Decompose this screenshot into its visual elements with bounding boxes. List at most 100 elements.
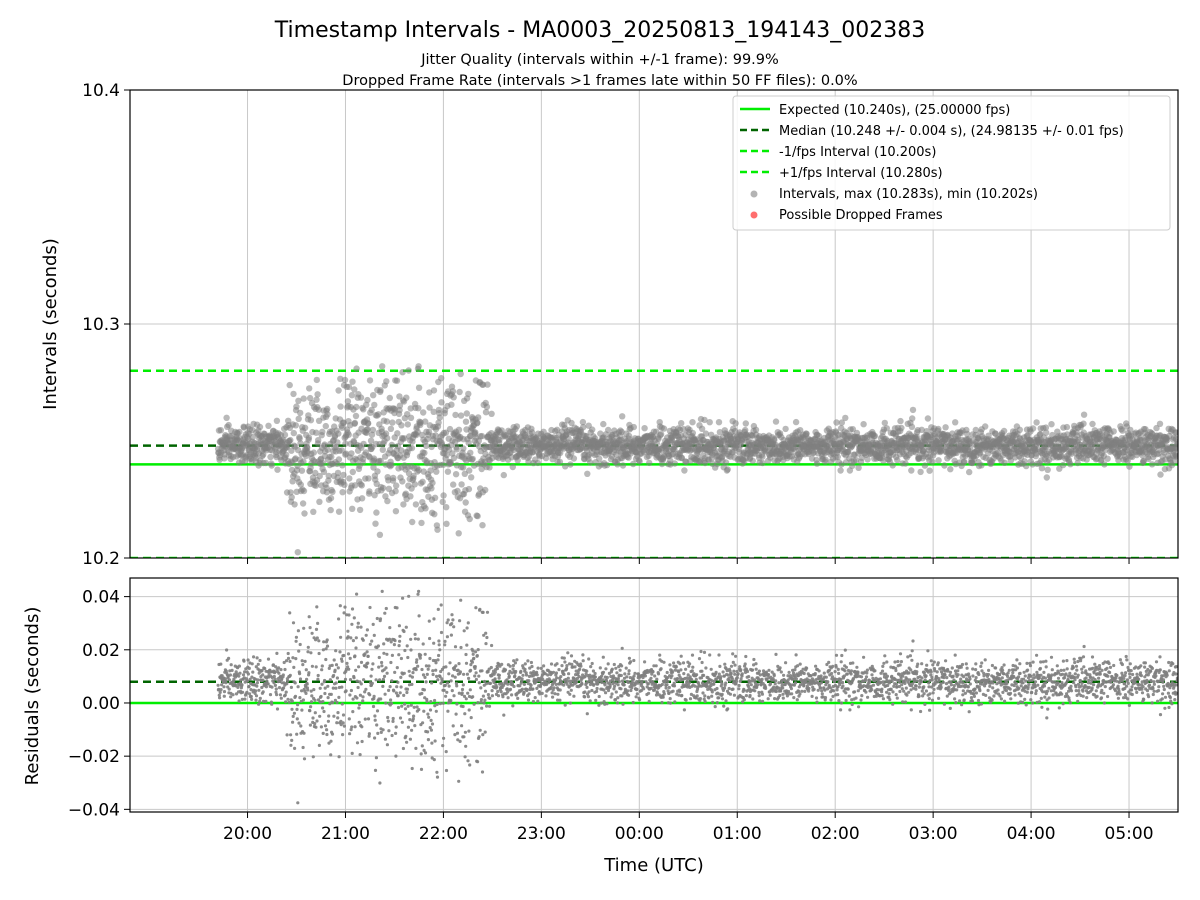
interval-point <box>935 425 942 433</box>
residual-point <box>430 741 434 745</box>
residual-point <box>254 698 258 702</box>
interval-point <box>913 433 920 441</box>
residual-point <box>275 693 279 697</box>
residual-point <box>604 679 609 683</box>
interval-point <box>382 493 389 500</box>
interval-point <box>1033 419 1040 426</box>
interval-point <box>1042 424 1050 431</box>
residual-point <box>643 674 648 678</box>
residual-point <box>568 679 572 683</box>
residual-point <box>467 708 471 712</box>
residual-point <box>539 666 543 671</box>
residual-point <box>350 607 355 611</box>
residual-point <box>432 758 436 762</box>
residual-point <box>394 731 398 736</box>
residual-point <box>415 658 419 662</box>
interval-point <box>438 399 445 406</box>
residual-point <box>407 594 411 598</box>
interval-point <box>463 410 470 417</box>
residual-point <box>556 698 560 702</box>
residual-point <box>592 683 596 687</box>
residual-point <box>615 701 620 705</box>
residual-point <box>359 682 363 686</box>
residual-point <box>410 675 414 679</box>
interval-point <box>440 492 447 499</box>
interval-point <box>294 549 301 556</box>
residual-point <box>495 685 499 689</box>
interval-point <box>1124 457 1131 464</box>
residual-point <box>506 682 510 686</box>
residual-point <box>630 680 634 684</box>
residual-point <box>337 685 341 690</box>
interval-point <box>341 481 348 488</box>
interval-point <box>871 432 879 440</box>
residual-point <box>487 704 492 708</box>
residual-point <box>448 661 452 665</box>
interval-point <box>435 419 442 426</box>
residual-point <box>672 684 677 688</box>
interval-point <box>371 401 378 409</box>
residual-point <box>291 656 295 660</box>
residual-point <box>682 708 687 712</box>
residual-point <box>381 677 385 681</box>
residual-point <box>456 668 460 672</box>
residual-point <box>479 686 483 690</box>
residual-point <box>463 730 467 734</box>
interval-point <box>759 453 766 460</box>
residual-point <box>677 670 681 674</box>
residual-point <box>371 704 376 709</box>
residual-point <box>401 596 405 600</box>
residual-point <box>324 647 328 651</box>
residual-point <box>553 692 557 696</box>
residual-point <box>529 660 534 665</box>
interval-point <box>422 442 430 450</box>
residual-point <box>382 651 386 655</box>
interval-point <box>941 462 948 469</box>
residual-point <box>330 732 335 736</box>
residual-point <box>264 699 268 704</box>
residual-point <box>293 746 297 751</box>
residual-point <box>416 664 420 668</box>
residual-point <box>631 677 636 681</box>
residual-point <box>451 724 455 728</box>
interval-point <box>1048 421 1055 428</box>
residual-point <box>570 662 574 667</box>
intervals-ylabel: Intervals (seconds) <box>40 238 61 410</box>
interval-point <box>1074 459 1081 467</box>
residual-point <box>637 679 641 683</box>
residual-point <box>320 682 324 686</box>
interval-point <box>567 461 574 468</box>
residual-point <box>333 668 337 672</box>
residual-point <box>423 751 428 755</box>
interval-point <box>466 515 473 523</box>
residual-point <box>286 656 291 661</box>
residual-point <box>325 638 329 642</box>
residual-point <box>334 681 338 685</box>
residual-point <box>444 665 448 669</box>
interval-point <box>834 453 841 461</box>
residual-point <box>246 672 250 676</box>
residual-point <box>216 683 220 687</box>
residual-point <box>527 692 531 696</box>
residual-point <box>447 672 451 676</box>
residual-point <box>533 696 537 700</box>
residual-point <box>325 644 330 648</box>
interval-point <box>961 458 968 465</box>
residual-point <box>447 684 451 688</box>
interval-point <box>838 419 845 426</box>
legend-intervals-marker <box>750 190 758 198</box>
interval-point <box>256 423 264 431</box>
residual-point <box>296 685 300 689</box>
residual-point <box>535 673 539 677</box>
residual-point <box>326 684 330 688</box>
residual-point <box>357 665 361 669</box>
residual-point <box>674 665 678 669</box>
residual-point <box>452 694 456 698</box>
residual-point <box>414 660 419 664</box>
residual-point <box>370 639 374 643</box>
residual-point <box>334 649 338 653</box>
residual-point <box>343 605 347 609</box>
interval-point <box>589 426 596 433</box>
residual-point <box>392 643 396 647</box>
residual-point <box>405 740 409 744</box>
